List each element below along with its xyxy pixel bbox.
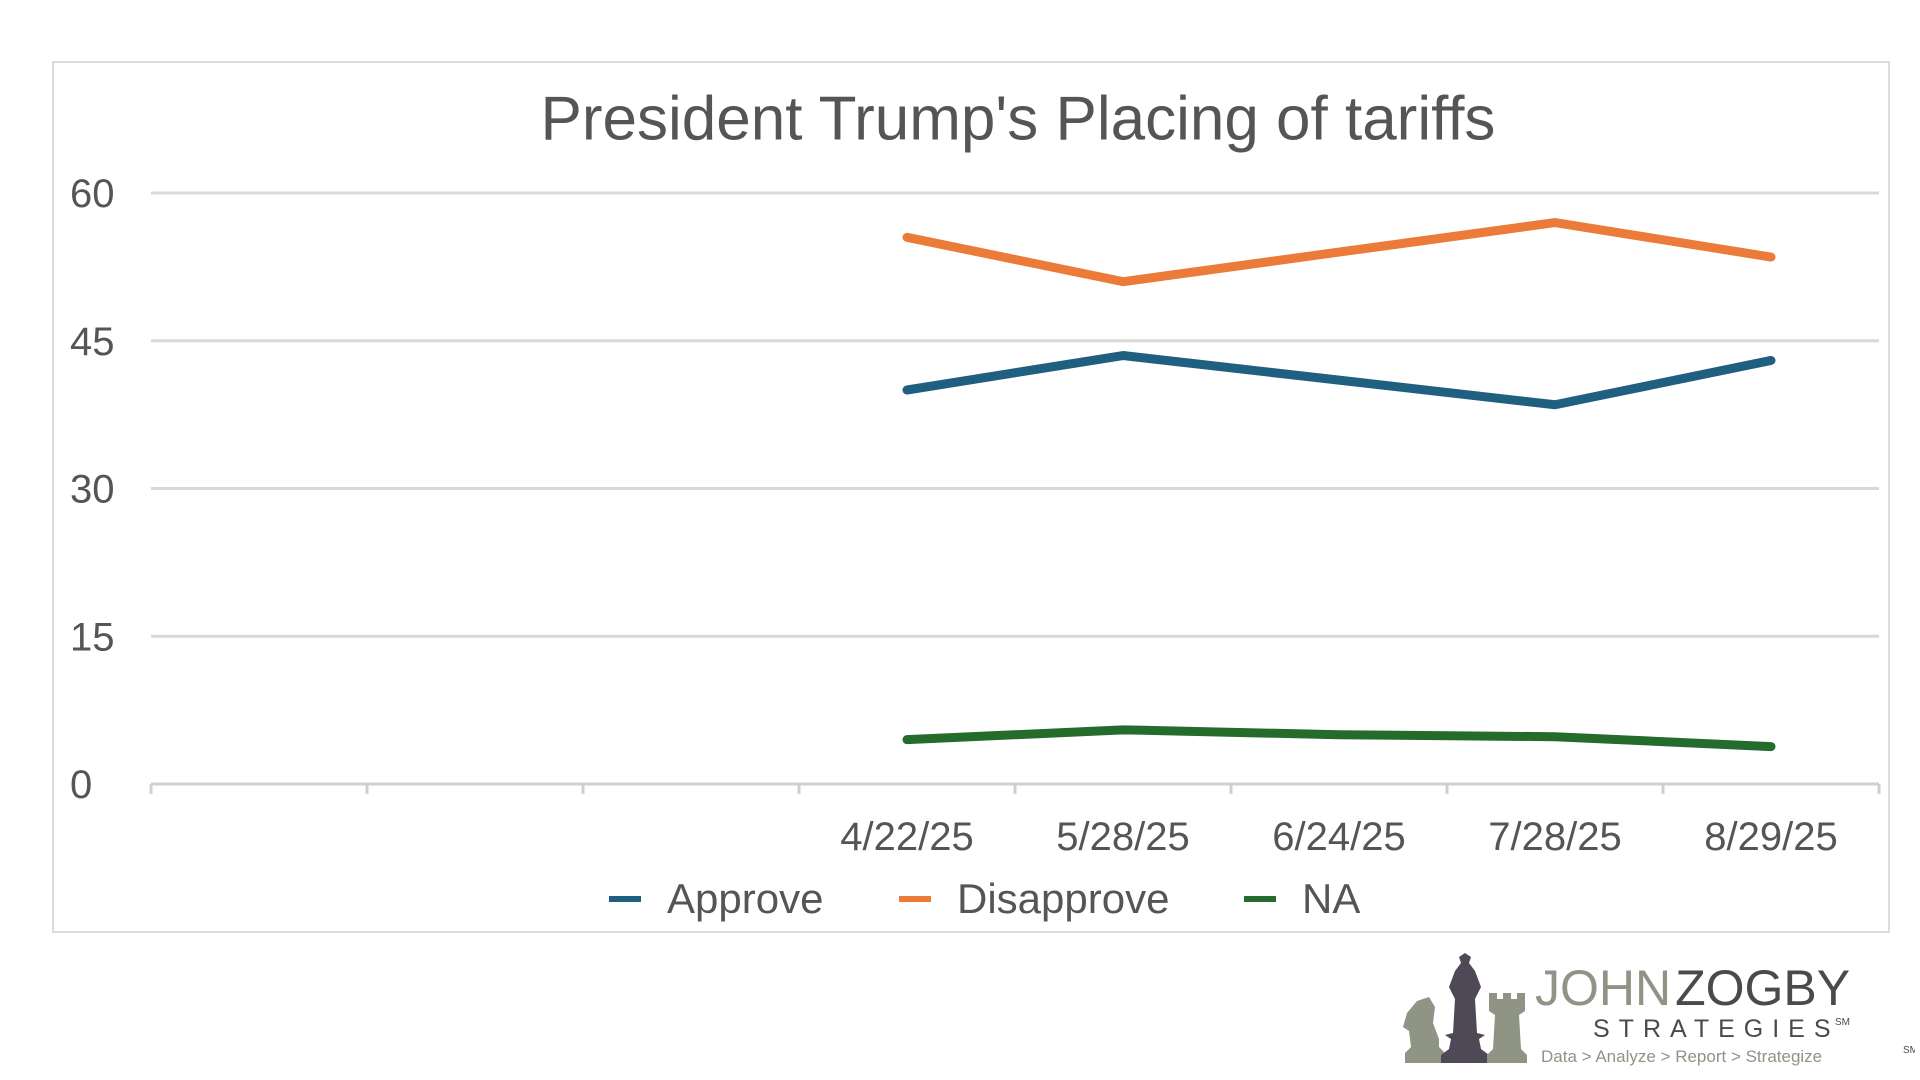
x-axis xyxy=(149,782,1881,794)
y-axis-ticks: 0 15 30 45 60 xyxy=(70,172,115,807)
x-tick-label: 6/24/25 xyxy=(1272,815,1405,859)
y-tick-label: 45 xyxy=(70,320,115,364)
line-chart: President Trump's Placing of tariffs 0 15… xyxy=(70,84,1881,922)
y-tick-label: 0 xyxy=(70,763,92,807)
legend-label: Approve xyxy=(667,875,823,922)
x-tick-label: 8/29/25 xyxy=(1704,815,1837,859)
logo-tagline: Data > Analyze > Report > Strategize xyxy=(1541,1047,1822,1066)
legend-label: NA xyxy=(1302,875,1360,922)
legend: Approve Disapprove NA xyxy=(609,875,1360,922)
logo-subtitle: STRATEGIES xyxy=(1593,1015,1840,1043)
svg-text:JOHNZOGBY: JOHNZOGBY xyxy=(1535,960,1850,1016)
y-tick-label: 60 xyxy=(70,172,115,216)
logo-service-mark: SM xyxy=(1835,1017,1850,1028)
x-axis-ticks: 4/22/25 5/28/25 6/24/25 7/28/25 8/29/25 xyxy=(840,815,1837,859)
series-lines xyxy=(902,218,1776,752)
company-logo: JOHNZOGBY STRATEGIES SM Data > Analyze >… xyxy=(1395,935,1918,1075)
legend-label: Disapprove xyxy=(957,875,1169,922)
x-tick-label: 7/28/25 xyxy=(1488,815,1621,859)
chart-frame: President Trump's Placing of tariffs 0 15… xyxy=(52,61,1890,933)
chess-pieces-icon: JOHNZOGBY STRATEGIES SM Data > Analyze >… xyxy=(1403,953,1918,1066)
y-tick-label: 15 xyxy=(70,615,115,659)
x-tick-label: 5/28/25 xyxy=(1056,815,1189,859)
y-tick-label: 30 xyxy=(70,468,115,512)
grid-lines xyxy=(151,191,1879,638)
x-tick-label: 4/22/25 xyxy=(840,815,973,859)
series-line-approve xyxy=(902,351,1776,410)
chart-title: President Trump's Placing of tariffs xyxy=(541,84,1496,153)
series-line-disapprove xyxy=(902,218,1776,287)
svg-text:SM: SM xyxy=(1903,1045,1915,1056)
series-line-na xyxy=(902,725,1776,752)
